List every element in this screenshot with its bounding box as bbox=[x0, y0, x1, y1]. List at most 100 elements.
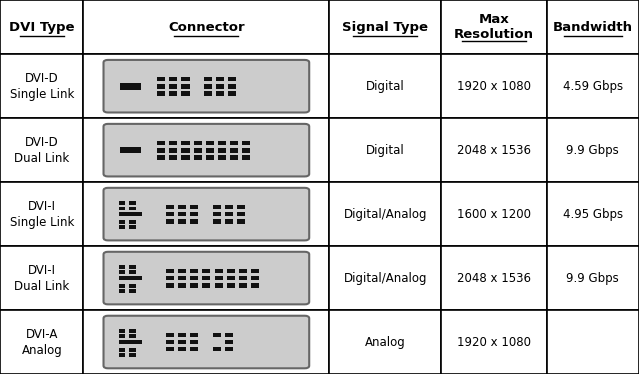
Text: Bandwidth: Bandwidth bbox=[553, 21, 633, 34]
Text: Max
Resolution: Max Resolution bbox=[454, 13, 534, 41]
Bar bbox=[190, 340, 198, 344]
Bar bbox=[230, 155, 238, 160]
Bar bbox=[441, 54, 547, 118]
Bar bbox=[84, 54, 329, 118]
Bar bbox=[206, 148, 213, 153]
Bar bbox=[119, 342, 142, 344]
Text: 1920 x 1080: 1920 x 1080 bbox=[457, 80, 531, 93]
Bar bbox=[239, 276, 247, 280]
Bar bbox=[547, 118, 639, 182]
FancyBboxPatch shape bbox=[104, 252, 309, 304]
Bar bbox=[119, 220, 125, 224]
Bar bbox=[329, 310, 441, 374]
Bar bbox=[129, 353, 136, 357]
Bar bbox=[166, 276, 174, 280]
Text: Connector: Connector bbox=[168, 21, 245, 34]
Bar bbox=[547, 246, 639, 310]
Bar bbox=[190, 332, 198, 337]
Bar bbox=[166, 269, 174, 273]
Bar bbox=[206, 155, 213, 160]
Bar bbox=[119, 278, 142, 280]
Bar bbox=[169, 148, 177, 153]
Bar bbox=[212, 347, 221, 352]
Bar bbox=[129, 265, 136, 269]
Bar bbox=[242, 148, 250, 153]
Bar bbox=[239, 283, 247, 288]
Bar bbox=[251, 269, 259, 273]
Bar bbox=[547, 182, 639, 246]
Bar bbox=[120, 147, 141, 153]
Bar bbox=[129, 220, 136, 224]
Bar bbox=[119, 329, 125, 333]
Bar bbox=[169, 91, 177, 96]
Bar bbox=[226, 283, 235, 288]
Bar bbox=[216, 84, 224, 89]
Bar bbox=[178, 219, 186, 224]
Bar bbox=[329, 0, 441, 54]
Bar bbox=[206, 141, 213, 145]
Bar bbox=[166, 283, 174, 288]
Bar bbox=[204, 84, 212, 89]
Bar bbox=[239, 269, 247, 273]
Bar bbox=[181, 155, 190, 160]
Bar bbox=[166, 219, 174, 224]
Bar bbox=[441, 310, 547, 374]
Bar bbox=[119, 270, 125, 274]
Bar bbox=[166, 205, 174, 209]
Bar bbox=[190, 269, 198, 273]
Bar bbox=[119, 348, 125, 352]
Bar bbox=[242, 141, 250, 145]
Bar bbox=[178, 283, 186, 288]
Bar bbox=[166, 340, 174, 344]
Bar bbox=[181, 141, 190, 145]
Bar bbox=[204, 77, 212, 82]
Bar bbox=[178, 347, 186, 352]
Bar bbox=[226, 269, 235, 273]
Bar bbox=[215, 276, 222, 280]
Bar bbox=[242, 155, 250, 160]
Text: 9.9 Gbps: 9.9 Gbps bbox=[566, 272, 619, 285]
Bar bbox=[129, 284, 136, 288]
Bar bbox=[226, 276, 235, 280]
Bar bbox=[224, 219, 233, 224]
Bar bbox=[119, 276, 142, 278]
Text: 2048 x 1536: 2048 x 1536 bbox=[457, 144, 531, 157]
Bar bbox=[215, 269, 222, 273]
Text: Signal Type: Signal Type bbox=[342, 21, 428, 34]
Bar bbox=[178, 212, 186, 217]
Bar bbox=[129, 334, 136, 338]
Bar bbox=[119, 212, 142, 214]
Text: 1920 x 1080: 1920 x 1080 bbox=[457, 335, 531, 349]
Bar bbox=[251, 283, 259, 288]
Bar bbox=[157, 141, 165, 145]
Bar bbox=[178, 269, 186, 273]
Bar bbox=[1, 310, 84, 374]
Bar bbox=[178, 205, 186, 209]
Bar bbox=[157, 84, 165, 89]
Bar bbox=[218, 141, 226, 145]
Bar bbox=[84, 118, 329, 182]
Bar bbox=[547, 0, 639, 54]
Bar bbox=[129, 348, 136, 352]
Bar bbox=[178, 276, 186, 280]
Bar bbox=[212, 205, 221, 209]
Bar bbox=[119, 206, 125, 210]
Bar bbox=[441, 246, 547, 310]
Bar bbox=[212, 332, 221, 337]
Bar bbox=[329, 118, 441, 182]
Bar bbox=[169, 77, 177, 82]
Bar bbox=[129, 329, 136, 333]
Bar bbox=[166, 332, 174, 337]
Bar bbox=[228, 77, 236, 82]
Bar bbox=[119, 289, 125, 293]
Bar bbox=[329, 246, 441, 310]
Bar bbox=[203, 283, 210, 288]
Bar bbox=[119, 353, 125, 357]
Text: DVI-A
Analog: DVI-A Analog bbox=[21, 328, 62, 356]
Bar bbox=[190, 276, 198, 280]
Text: DVI-I
Dual Link: DVI-I Dual Link bbox=[14, 264, 69, 292]
Bar bbox=[547, 54, 639, 118]
Bar bbox=[129, 289, 136, 293]
Bar bbox=[224, 340, 233, 344]
Bar bbox=[441, 0, 547, 54]
